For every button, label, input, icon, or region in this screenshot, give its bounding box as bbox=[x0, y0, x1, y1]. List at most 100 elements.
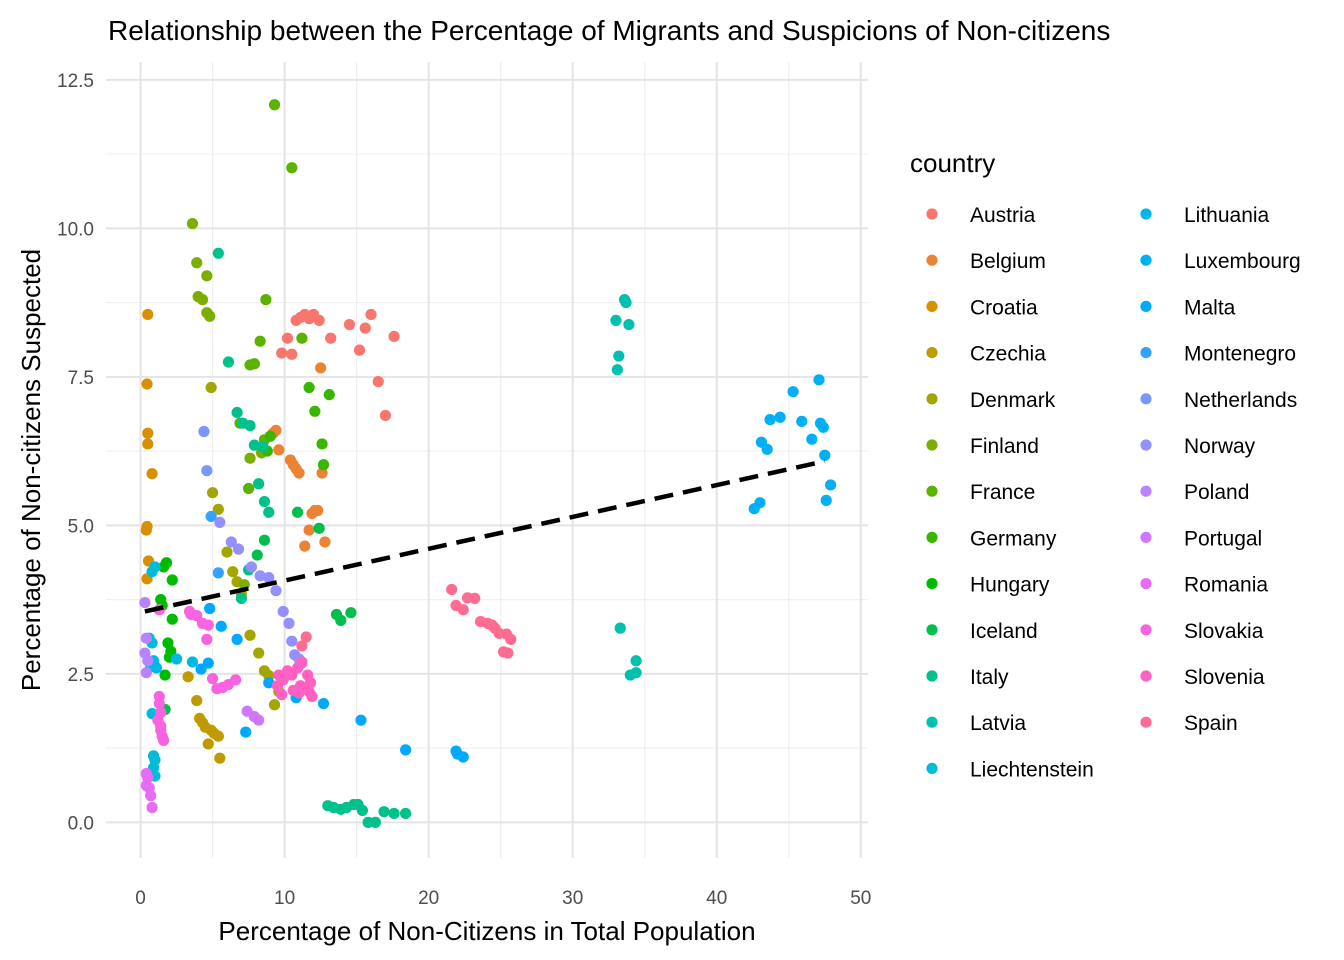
legend-label: Portugal bbox=[1184, 527, 1262, 550]
data-point bbox=[158, 734, 170, 746]
data-point bbox=[312, 504, 324, 517]
data-point bbox=[248, 439, 260, 451]
data-point bbox=[221, 546, 233, 558]
legend-title: country bbox=[910, 148, 995, 178]
legend-label: Austria bbox=[970, 204, 1036, 227]
data-point bbox=[345, 607, 357, 619]
data-point bbox=[315, 362, 327, 374]
data-point bbox=[202, 619, 214, 631]
trend-line-group bbox=[144, 458, 826, 614]
legend-label: Italy bbox=[970, 666, 1009, 689]
legend-label: Iceland bbox=[970, 620, 1038, 643]
data-point bbox=[244, 452, 256, 464]
data-point bbox=[253, 478, 265, 490]
data-point bbox=[182, 671, 194, 683]
data-point bbox=[817, 421, 829, 433]
data-point bbox=[140, 667, 152, 679]
data-point bbox=[257, 441, 269, 453]
legend-label: Germany bbox=[970, 527, 1057, 550]
legend-item-romania: Romania bbox=[1140, 574, 1268, 597]
data-point bbox=[317, 697, 330, 710]
data-point bbox=[286, 348, 298, 360]
data-point bbox=[796, 415, 808, 427]
x-axis-title: Percentage of Non-Citizens in Total Popu… bbox=[218, 916, 755, 946]
series-norway bbox=[214, 516, 308, 669]
data-point bbox=[214, 516, 226, 528]
data-point bbox=[166, 574, 178, 586]
data-point bbox=[286, 162, 298, 174]
chart-title: Relationship between the Percentage of M… bbox=[108, 15, 1110, 46]
data-point bbox=[212, 247, 224, 259]
legend-key bbox=[926, 624, 938, 636]
series-slovenia bbox=[271, 656, 318, 703]
legend-item-latvia: Latvia bbox=[926, 712, 1026, 735]
data-point bbox=[212, 730, 224, 742]
legend-item-denmark: Denmark bbox=[926, 389, 1056, 412]
legend: Austria Belgium Croatia Czechia Denmark Finla… bbox=[926, 204, 1301, 781]
data-point bbox=[268, 699, 281, 711]
legend-key bbox=[926, 300, 938, 312]
x-tick-label: 0 bbox=[135, 888, 146, 909]
data-point bbox=[253, 714, 265, 726]
data-point bbox=[204, 310, 216, 322]
series-croatia bbox=[140, 308, 158, 585]
data-point bbox=[145, 790, 157, 802]
data-point bbox=[286, 635, 298, 647]
legend-key bbox=[926, 485, 938, 497]
legend-label: Hungary bbox=[970, 574, 1050, 597]
data-point bbox=[268, 99, 281, 111]
legend-label: France bbox=[970, 481, 1035, 504]
data-point bbox=[303, 524, 315, 536]
legend-label: Liechtenstein bbox=[970, 758, 1094, 781]
legend-item-lithuania: Lithuania bbox=[1140, 204, 1270, 227]
data-point bbox=[204, 602, 216, 615]
data-point bbox=[150, 662, 163, 674]
data-point bbox=[764, 414, 776, 426]
data-point bbox=[253, 647, 265, 659]
grid-lines bbox=[106, 62, 868, 858]
data-point bbox=[276, 347, 288, 359]
data-point bbox=[214, 752, 226, 764]
data-point bbox=[212, 567, 224, 579]
legend-key bbox=[1140, 716, 1152, 728]
data-point bbox=[309, 405, 321, 417]
series-netherlands bbox=[198, 425, 213, 477]
data-point bbox=[146, 801, 158, 814]
data-point bbox=[293, 467, 305, 479]
legend-key bbox=[926, 670, 938, 682]
legend-key bbox=[1140, 531, 1152, 544]
legend-item-austria: Austria bbox=[926, 204, 1036, 227]
axis-ticks: 0 10 20 30 40 50 0.0 2.5 5.0 7.5 10.0 12.5 bbox=[57, 71, 871, 909]
data-point bbox=[251, 549, 263, 561]
data-point bbox=[502, 647, 514, 659]
y-tick-label: 2.5 bbox=[68, 665, 94, 686]
legend-item-montenegro: Montenegro bbox=[1140, 343, 1296, 366]
legend-label: Romania bbox=[1184, 574, 1268, 597]
data-point bbox=[630, 667, 642, 679]
legend-label: Slovakia bbox=[1184, 620, 1264, 643]
data-point bbox=[379, 409, 392, 422]
data-point bbox=[446, 583, 458, 596]
series-luxembourg bbox=[748, 374, 837, 515]
data-point bbox=[335, 614, 347, 626]
legend-label: Croatia bbox=[970, 296, 1038, 319]
legend-item-hungary: Hungary bbox=[926, 574, 1050, 597]
data-point bbox=[271, 680, 284, 692]
legend-key bbox=[926, 716, 938, 728]
data-point bbox=[231, 633, 243, 645]
legend-item-italy: Italy bbox=[926, 666, 1009, 689]
data-point bbox=[270, 585, 282, 597]
data-point bbox=[806, 433, 818, 445]
data-point bbox=[365, 308, 377, 321]
data-point bbox=[230, 674, 242, 686]
legend-key bbox=[1140, 439, 1152, 451]
legend-label: Montenegro bbox=[1184, 343, 1296, 366]
data-point bbox=[205, 510, 217, 523]
y-axis-title: Percentage of Non-citizens Suspected bbox=[16, 249, 46, 691]
legend-item-liechtenstein: Liechtenstein bbox=[926, 758, 1094, 781]
data-point bbox=[388, 807, 400, 820]
data-point bbox=[273, 444, 285, 456]
series-malta bbox=[195, 602, 469, 763]
legend-item-finland: Finland bbox=[926, 435, 1039, 458]
